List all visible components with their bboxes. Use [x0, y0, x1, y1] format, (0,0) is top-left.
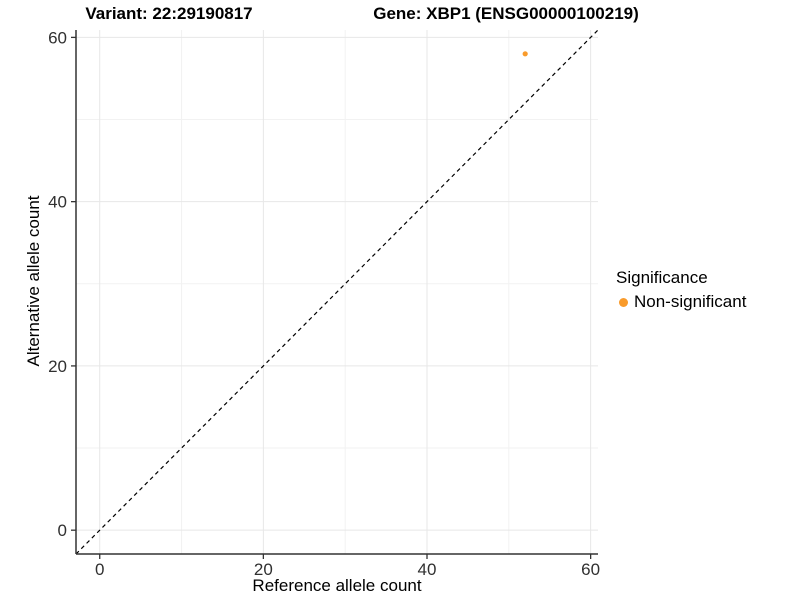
identity-line — [75, 29, 599, 555]
y-tick-label: 0 — [58, 521, 67, 540]
variant-title: Variant: 22:29190817 — [85, 4, 253, 23]
legend-marker-icon — [619, 297, 628, 307]
legend-entry-label: Non-significant — [634, 292, 747, 311]
x-axis-title: Reference allele count — [252, 576, 422, 595]
legend-title: Significance — [616, 268, 708, 287]
x-tick-label: 20 — [254, 560, 273, 579]
gene-title: Gene: XBP1 (ENSG00000100219) — [373, 4, 639, 23]
x-tick-label: 60 — [581, 560, 600, 579]
x-tick-label: 40 — [418, 560, 437, 579]
x-tick-label: 0 — [95, 560, 104, 579]
y-tick-label: 60 — [48, 28, 67, 47]
y-axis-title: Alternative allele count — [24, 195, 43, 367]
data-point — [522, 51, 528, 57]
legend: Significance Non-significant — [616, 268, 746, 312]
y-tick-label: 40 — [48, 193, 67, 212]
y-tick-label: 20 — [48, 357, 67, 376]
legend-entry: Non-significant — [616, 292, 746, 312]
